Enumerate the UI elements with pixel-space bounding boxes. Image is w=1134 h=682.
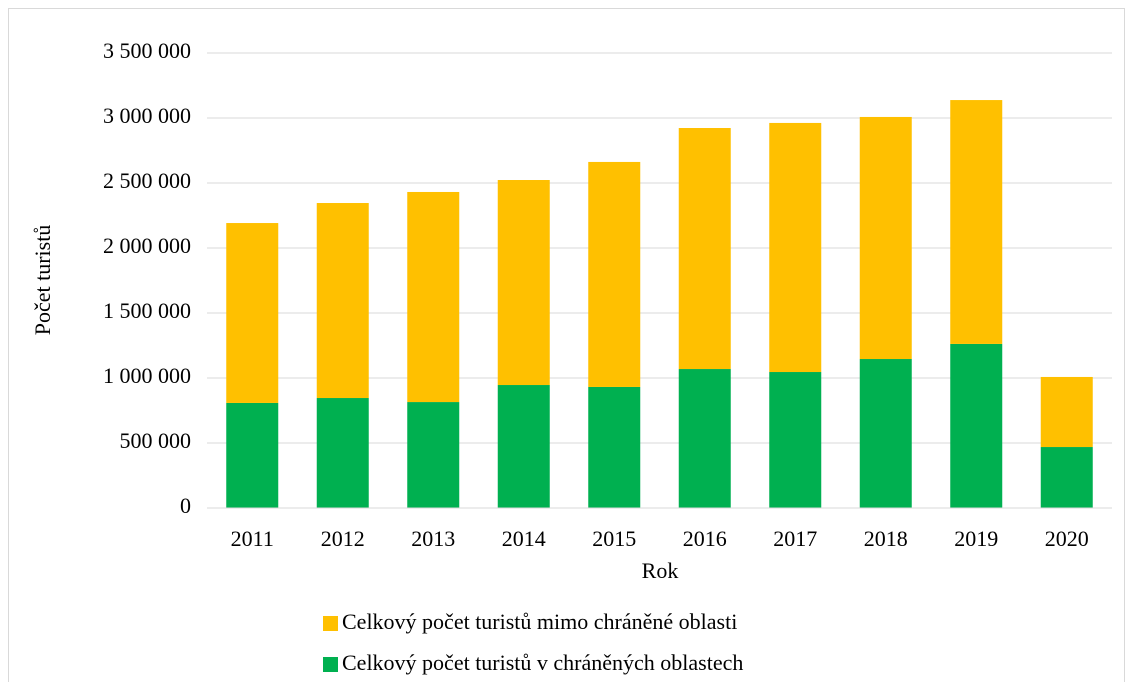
chart-frame [8, 8, 1125, 682]
bar-segment [1040, 376, 1093, 448]
y-tick-label: 3 000 000 [103, 103, 191, 128]
bar-segment [950, 100, 1003, 344]
y-tick-label: 0 [180, 493, 191, 518]
bar-segment [497, 385, 550, 508]
bar-segment [316, 203, 369, 399]
bar-segment [226, 223, 279, 403]
bar-segment [1040, 447, 1093, 508]
x-tick-label: 2014 [502, 526, 546, 551]
bar-segment [859, 116, 912, 360]
x-tick-label: 2020 [1045, 526, 1089, 551]
bar-segment [226, 402, 279, 508]
x-tick-label: 2018 [864, 526, 908, 551]
bar-segment [497, 180, 550, 386]
x-tick-label: 2012 [321, 526, 365, 551]
x-tick-label: 2011 [231, 526, 274, 551]
bar-segment [678, 128, 731, 370]
x-tick-label: 2017 [773, 526, 817, 551]
bar-segment [769, 372, 822, 508]
x-tick-label: 2013 [411, 526, 455, 551]
bar-segment [950, 343, 1003, 508]
y-tick-label: 2 000 000 [103, 233, 191, 258]
y-tick-label: 3 500 000 [103, 38, 191, 63]
bar-segment [588, 386, 641, 508]
legend-label: Celkový počet turistů v chráněných oblas… [342, 650, 743, 675]
bar-segment [859, 359, 912, 508]
bar-segment [407, 402, 460, 508]
y-tick-label: 1 500 000 [103, 298, 191, 323]
y-axis-label: Počet turistů [30, 225, 55, 336]
bar-segment [678, 369, 731, 508]
legend-swatch [323, 616, 338, 631]
x-tick-label: 2019 [954, 526, 998, 551]
bar-segment [316, 398, 369, 508]
x-axis-label: Rok [642, 558, 679, 583]
y-tick-label: 1 000 000 [103, 363, 191, 388]
legend-swatch [323, 657, 338, 672]
bar-segment [769, 122, 822, 373]
x-tick-label: 2016 [683, 526, 727, 551]
bar-segment [407, 191, 460, 403]
bar-segment [588, 161, 641, 387]
x-tick-label: 2015 [592, 526, 636, 551]
y-tick-label: 2 500 000 [103, 168, 191, 193]
legend-label: Celkový počet turistů mimo chráněné obla… [342, 609, 737, 634]
y-tick-label: 500 000 [120, 428, 192, 453]
